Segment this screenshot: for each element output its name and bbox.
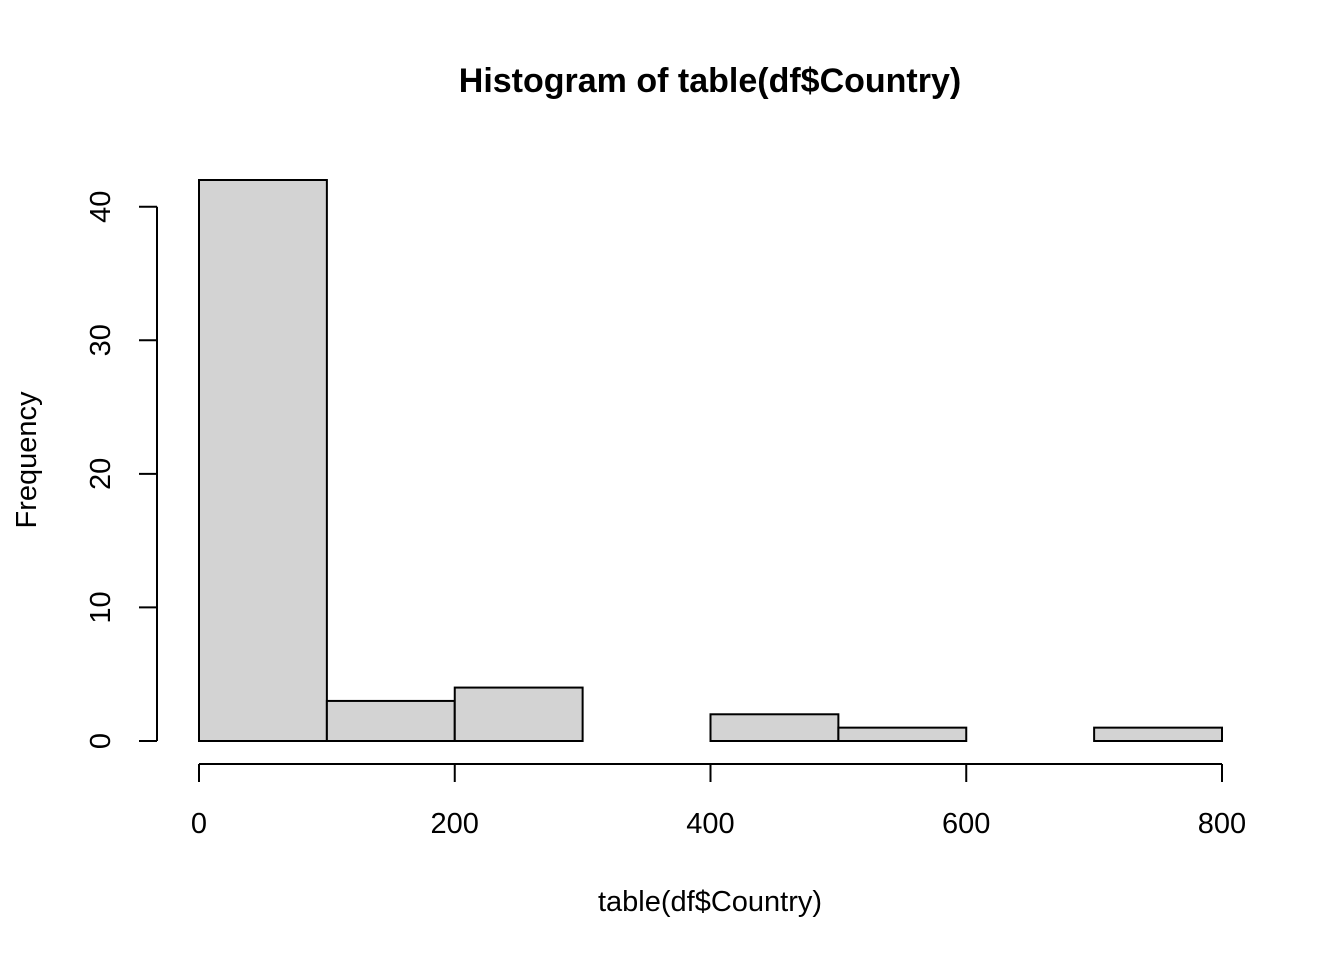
y-tick-label: 20	[85, 458, 117, 490]
x-tick-label: 800	[1198, 808, 1246, 840]
x-tick-label: 200	[431, 808, 479, 840]
x-axis: 0 200 400 600 800	[191, 763, 1246, 840]
y-axis: 0 10 20 30 40	[85, 191, 158, 749]
y-axis-label: Frequency	[11, 391, 43, 529]
histogram-bar	[453, 686, 584, 742]
histogram-bar	[198, 179, 328, 742]
y-tick-label: 40	[85, 191, 117, 223]
histogram-bars	[198, 179, 1223, 743]
histogram-bar	[837, 726, 968, 743]
x-axis-label: table(df$Country)	[598, 886, 822, 918]
chart-title: Histogram of table(df$Country)	[459, 62, 961, 100]
x-tick-label: 600	[942, 808, 990, 840]
y-tick-label: 30	[85, 324, 117, 356]
y-tick-label: 0	[85, 733, 117, 749]
x-tick-label: 400	[686, 808, 734, 840]
histogram-bar	[1093, 726, 1223, 743]
y-tick-label: 10	[85, 591, 117, 623]
x-tick-label: 0	[191, 808, 207, 840]
histogram-bar	[709, 713, 840, 742]
histogram-bar	[325, 699, 456, 743]
